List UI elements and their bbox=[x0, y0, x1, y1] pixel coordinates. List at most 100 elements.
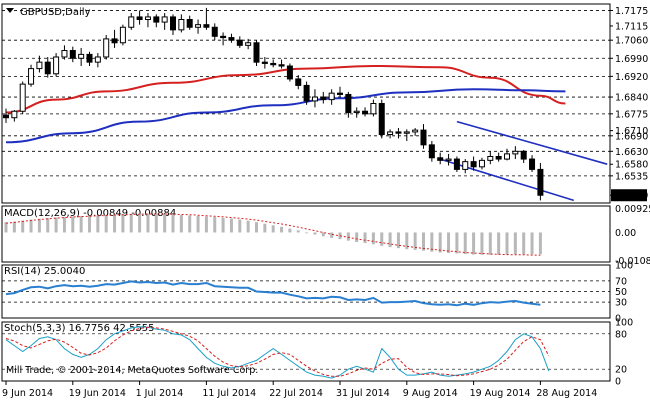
candle-body bbox=[311, 96, 318, 102]
rsi-tick-label: 100 bbox=[615, 261, 633, 272]
stoch-panel-title: Stoch(5,3,3) 16.7756 42.5555 bbox=[4, 323, 155, 334]
macd-histogram-bar bbox=[538, 232, 542, 255]
candle-body bbox=[228, 37, 235, 41]
price-tick-label: 1.6920 bbox=[615, 72, 648, 83]
macd-histogram-bar bbox=[12, 221, 16, 233]
candle-body bbox=[295, 78, 302, 86]
candle-body bbox=[520, 150, 527, 160]
macd-histogram-bar bbox=[29, 219, 33, 233]
panel-titles: GBPUSD,Daily MACD(12,26,9) -0.00849 -0.0… bbox=[4, 7, 258, 376]
macd-histogram-bar bbox=[330, 232, 334, 238]
candle-body bbox=[111, 38, 118, 44]
candle-body bbox=[362, 110, 369, 115]
candle-body bbox=[478, 159, 485, 168]
macd-histogram-bar bbox=[288, 228, 292, 233]
candle-body bbox=[428, 144, 435, 159]
macd-histogram-bar bbox=[513, 232, 517, 255]
candle-body bbox=[278, 64, 285, 67]
candle-body bbox=[261, 61, 268, 64]
macd-histogram-bar bbox=[146, 213, 150, 233]
candle-body bbox=[270, 62, 277, 66]
candle-body bbox=[370, 103, 377, 115]
panel-frame-macd bbox=[1, 205, 611, 263]
candle-body bbox=[420, 129, 427, 146]
candle-body bbox=[61, 50, 68, 58]
rsi-line bbox=[5, 280, 541, 307]
macd-histogram-bar bbox=[305, 232, 309, 234]
macd-tick-label: 0.00925 bbox=[615, 204, 650, 215]
date-tick-label: 22 Jul 2014 bbox=[269, 388, 323, 399]
macd-histogram-bar bbox=[104, 214, 108, 233]
rsi-tick-label: 30 bbox=[615, 298, 627, 309]
candle-body bbox=[136, 16, 143, 21]
macd-tick-label: -0.01082 bbox=[615, 256, 650, 267]
macd-histogram-bar bbox=[313, 232, 317, 235]
macd-histogram-bar bbox=[355, 232, 359, 242]
candle-body bbox=[170, 16, 176, 31]
macd-histogram-bar bbox=[255, 222, 258, 233]
candle-body bbox=[445, 158, 452, 161]
candle-body bbox=[403, 131, 410, 134]
macd-histogram-bar bbox=[71, 216, 75, 233]
macd-histogram-bar bbox=[530, 232, 534, 255]
candle-body bbox=[245, 42, 252, 46]
candle-body bbox=[487, 155, 494, 161]
candle-body bbox=[36, 61, 43, 70]
macd-histogram-bar bbox=[62, 217, 66, 233]
date-tick-label: 19 Aug 2014 bbox=[470, 388, 531, 399]
candle-body bbox=[537, 168, 544, 196]
macd-histogram-bar bbox=[522, 232, 526, 255]
date-tick-label: 9 Jun 2014 bbox=[2, 388, 53, 399]
macd-histogram-bar bbox=[138, 213, 142, 233]
macd-histogram-bar bbox=[488, 232, 492, 255]
macd-histogram-bar bbox=[129, 213, 133, 233]
macd-histogram-bar bbox=[54, 217, 58, 233]
macd-histogram-bar bbox=[37, 218, 41, 233]
candle-body bbox=[495, 155, 502, 160]
candle-body bbox=[337, 92, 343, 95]
macd-histogram-bar bbox=[472, 232, 476, 255]
macd-histogram-bar bbox=[463, 232, 467, 255]
candle-body bbox=[529, 158, 536, 170]
candle-body bbox=[328, 92, 335, 101]
candle-body bbox=[119, 26, 126, 44]
macd-histogram-bar bbox=[113, 214, 117, 233]
macd-histogram-bar bbox=[188, 215, 192, 233]
price-tick-label: 1.7115 bbox=[615, 21, 648, 32]
macd-histogram-bar bbox=[263, 223, 267, 233]
price-tick-label: 1.6630 bbox=[615, 147, 648, 158]
date-tick-label: 31 Jul 2014 bbox=[336, 388, 390, 399]
candle-body bbox=[470, 161, 477, 168]
candle-body bbox=[412, 129, 419, 133]
candle-body bbox=[44, 61, 51, 75]
macd-histogram-bar bbox=[346, 232, 350, 241]
candle-body bbox=[186, 19, 193, 28]
macd-histogram-bar bbox=[371, 232, 375, 245]
candle-body bbox=[78, 53, 85, 59]
ma-fast-line bbox=[5, 64, 566, 114]
candle-body bbox=[128, 16, 135, 28]
macd-histogram-bar bbox=[46, 218, 50, 233]
date-tick-label: 11 Jul 2014 bbox=[202, 388, 256, 399]
stoch-tick-label: 100 bbox=[615, 318, 633, 329]
macd-histogram-bar bbox=[321, 232, 325, 237]
candle-body bbox=[353, 110, 360, 114]
candle-body bbox=[395, 131, 402, 134]
candle-body bbox=[103, 38, 110, 58]
candle-body bbox=[378, 103, 385, 136]
ma-slow-line bbox=[5, 88, 566, 144]
macd-histogram-bar bbox=[438, 232, 442, 253]
macd-histogram-bar bbox=[121, 214, 125, 233]
last-price-marker bbox=[611, 189, 647, 202]
date-tick-label: 9 Aug 2014 bbox=[403, 388, 458, 399]
candle-body bbox=[236, 39, 243, 46]
macd-histogram-bar bbox=[396, 232, 400, 249]
candle-body bbox=[19, 83, 26, 112]
macd-panel-title: MACD(12,26,9) -0.00849 -0.00884 bbox=[4, 208, 176, 219]
stoch-main-line bbox=[5, 326, 550, 379]
candle-body bbox=[504, 153, 510, 160]
candle-body bbox=[286, 65, 293, 80]
stoch-tick-label: 80 bbox=[615, 329, 627, 340]
macd-histogram-bar bbox=[280, 226, 284, 233]
